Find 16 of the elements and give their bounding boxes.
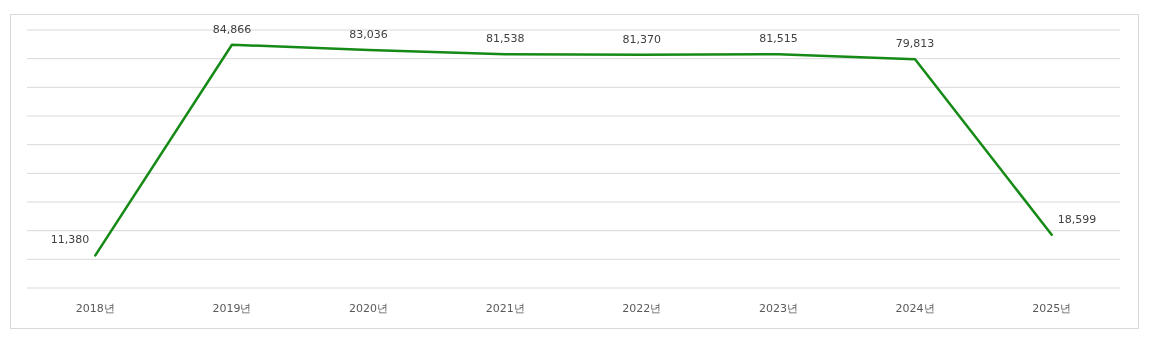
x-tick-label: 2021년	[485, 302, 525, 315]
data-label: 83,036	[349, 27, 388, 41]
x-tick-label: 2022년	[622, 302, 662, 315]
data-label: 84,866	[212, 22, 252, 36]
data-label: 79,813	[895, 37, 935, 51]
data-label: 81,538	[485, 32, 525, 46]
x-tick-label: 2025년	[1032, 302, 1072, 315]
data-label: 18,599	[1057, 212, 1097, 226]
x-tick-label: 2024년	[895, 302, 935, 315]
data-label: 81,370	[622, 32, 662, 46]
data-label: 11,380	[50, 233, 90, 247]
x-tick-label: 2023년	[758, 302, 798, 315]
x-tick-label: 2020년	[349, 302, 389, 315]
x-tick-label: 2018년	[75, 302, 115, 315]
data-label: 81,515	[759, 32, 798, 46]
x-tick-label: 2019년	[212, 302, 252, 315]
